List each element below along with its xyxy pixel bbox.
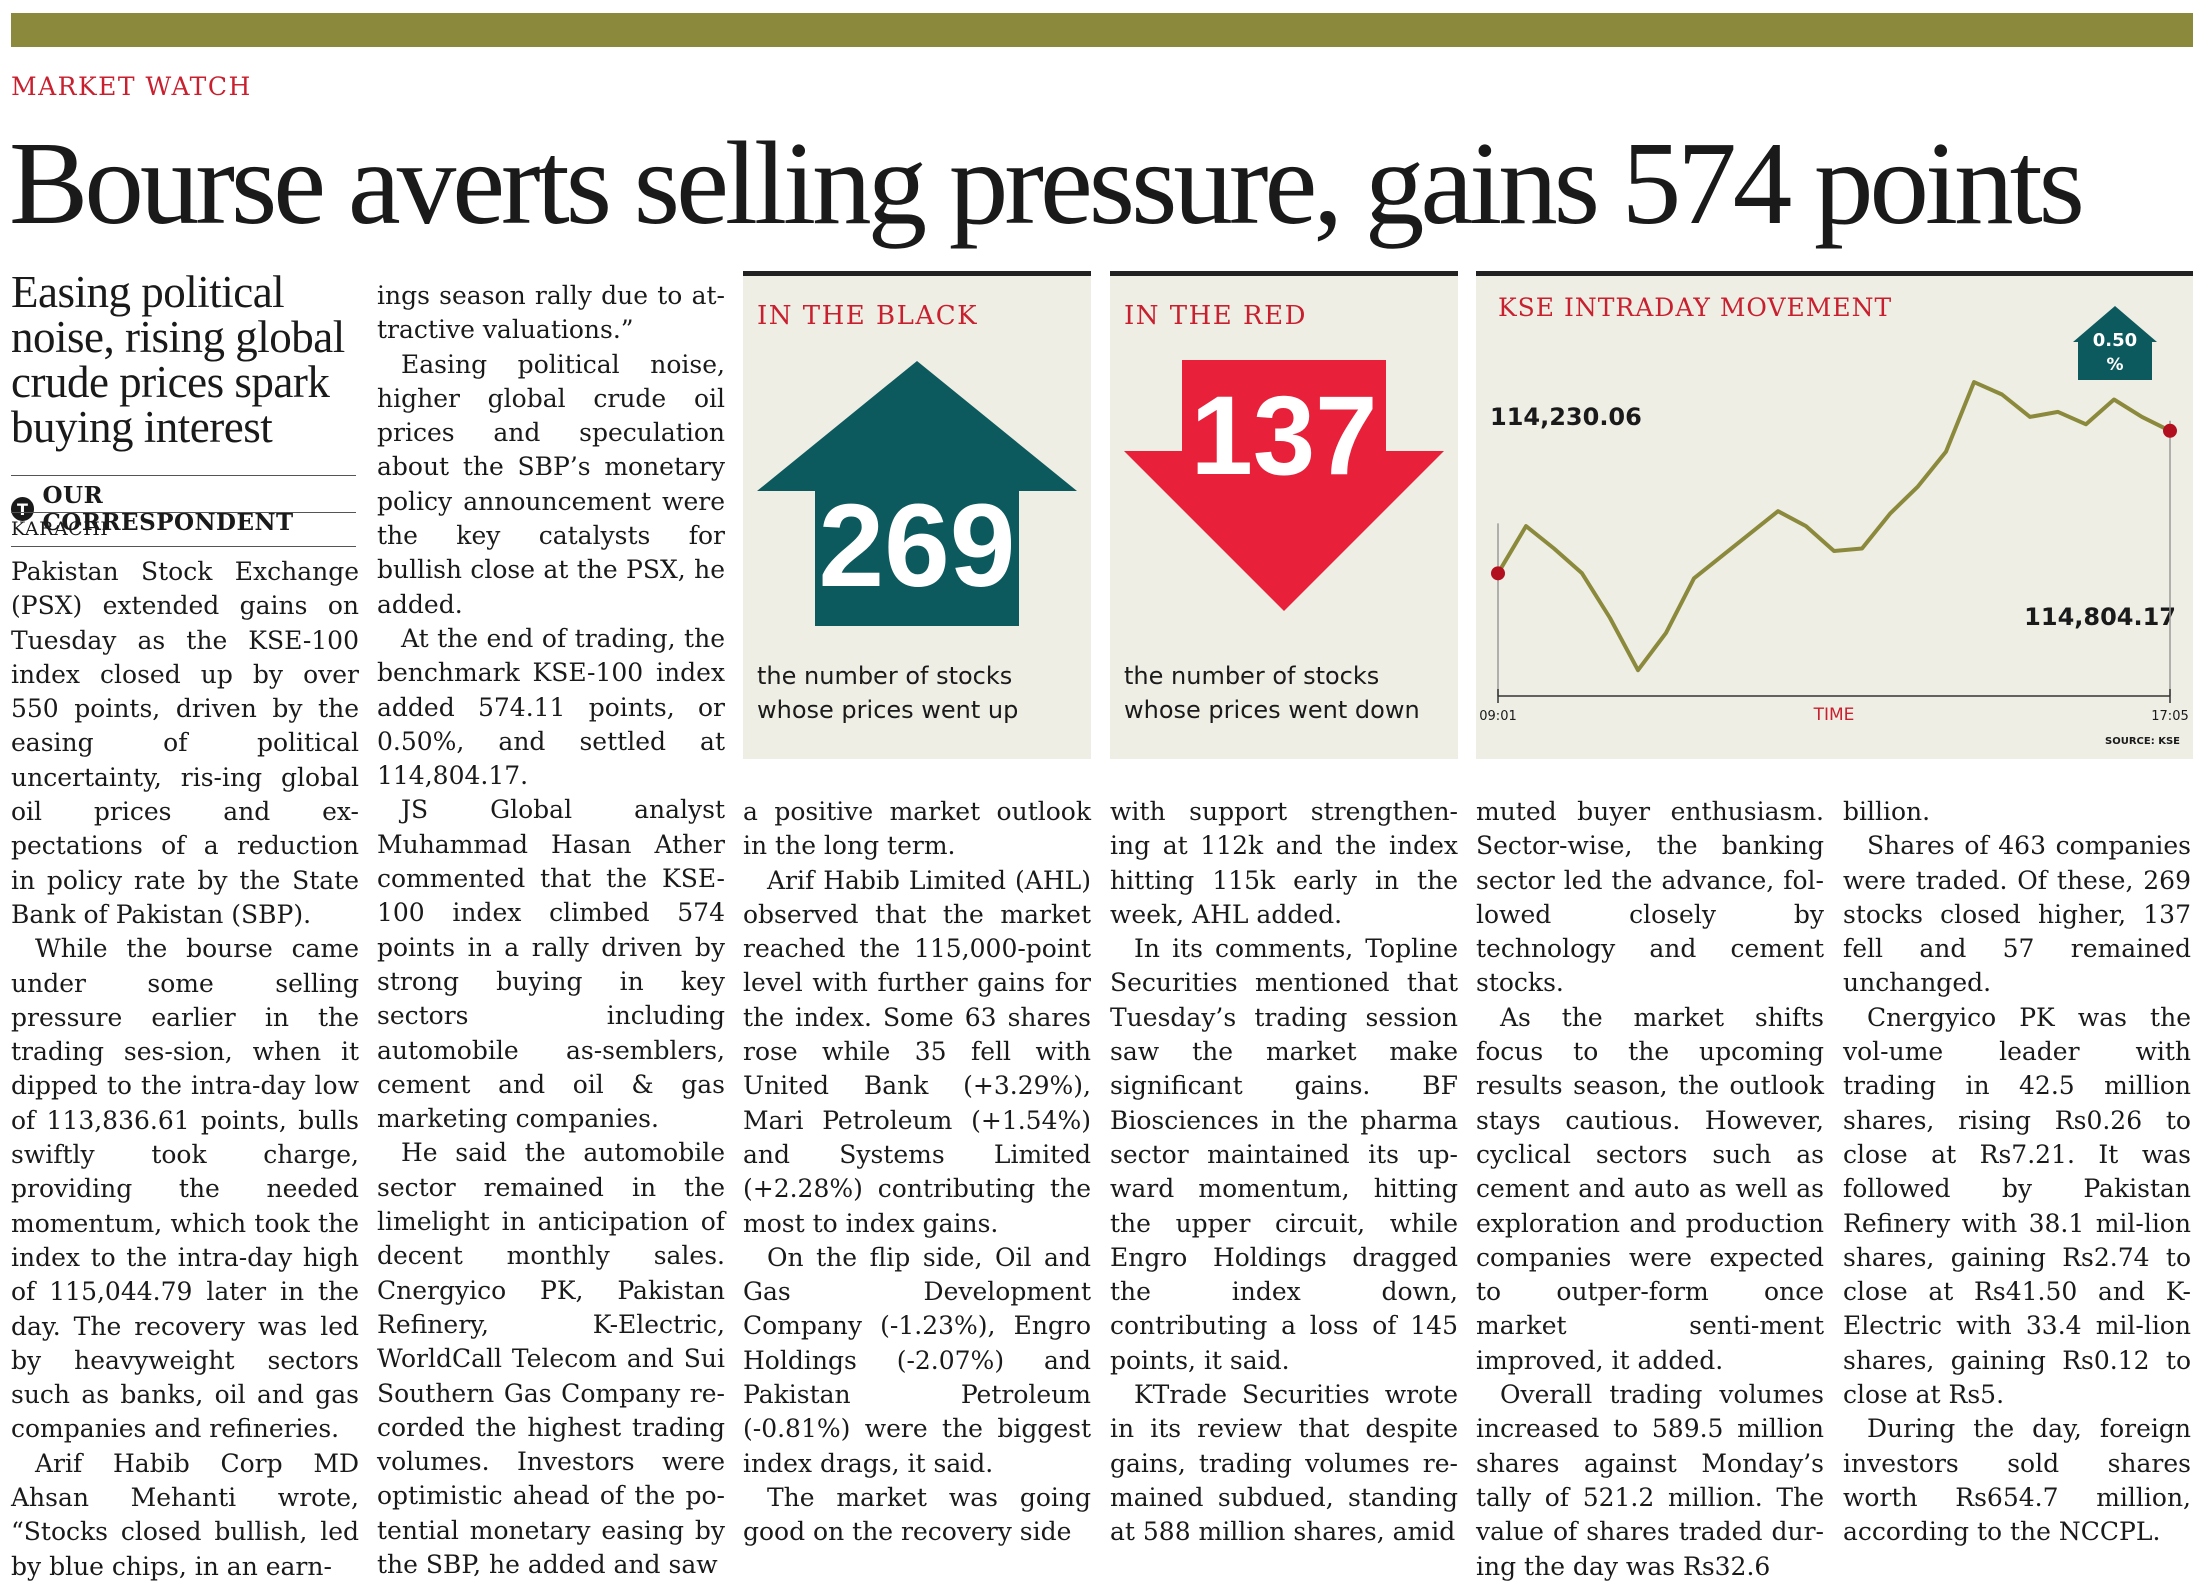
top-color-bar bbox=[11, 13, 2193, 47]
down-arrow-graphic: 137 bbox=[1124, 360, 1444, 611]
article-paragraph: Shares of 463 companies were traded. Of … bbox=[1843, 831, 2191, 998]
article-paragraph: During the day, foreign investors sold s… bbox=[1843, 1414, 2191, 1547]
in-the-red-panel: IN THE RED 137 the number of stocks whos… bbox=[1110, 271, 1458, 759]
article-paragraph: JS Global analyst Muhammad Hasan Ather c… bbox=[377, 795, 725, 1134]
down-arrow-icon bbox=[1124, 360, 1444, 611]
article-paragraph: Pakistan Stock Exchange (PSX) extended g… bbox=[11, 557, 359, 929]
article-column-2: ings season rally due to at-tractive val… bbox=[377, 279, 725, 1582]
publication-logo-icon: T bbox=[11, 497, 35, 521]
in-the-red-caption: the number of stocks whose prices went d… bbox=[1124, 659, 1444, 727]
article-paragraph: Cnergyico PK was the vol-ume leader with… bbox=[1843, 1002, 2191, 1410]
article-paragraph: muted buyer enthusiasm. Sector-wise, the… bbox=[1476, 797, 1824, 998]
article-paragraph: KTrade Securities wrote in its review th… bbox=[1110, 1380, 1458, 1547]
deck: Easing political noise, rising global cr… bbox=[11, 267, 345, 452]
open-marker bbox=[1491, 566, 1505, 581]
in-the-black-panel: IN THE BLACK 269 the number of stocks wh… bbox=[743, 271, 1091, 759]
x-tick-label-start: 09:01 bbox=[1479, 709, 1516, 724]
in-the-black-title: IN THE BLACK bbox=[757, 301, 979, 331]
article-column-1: Pakistan Stock Exchange (PSX) extended g… bbox=[11, 555, 359, 1584]
badge-value: 0.50 bbox=[2093, 330, 2137, 351]
dateline: KARACHI bbox=[11, 518, 109, 540]
open-value-label: 114,230.06 bbox=[1490, 403, 1642, 431]
byline-rule-bottom bbox=[11, 546, 356, 547]
article-paragraph: While the bourse came under some selling… bbox=[11, 934, 359, 1444]
article-paragraph: He said the automobile sector remained i… bbox=[377, 1138, 725, 1579]
in-the-black-caption: the number of stocks whose prices went u… bbox=[757, 659, 1077, 727]
change-badge: 0.50 % bbox=[2073, 306, 2157, 380]
stocks-up-count: 269 bbox=[819, 480, 1016, 612]
byline-text: OUR CORRESPONDENT bbox=[42, 482, 294, 536]
article-paragraph: In its comments, Topline Securities ment… bbox=[1110, 934, 1458, 1375]
in-the-black-caption-line-1: the number of stocks bbox=[757, 662, 1013, 690]
in-the-red-caption-line-1: the number of stocks bbox=[1124, 662, 1380, 690]
in-the-red-caption-line-2: whose prices went down bbox=[1124, 696, 1420, 724]
byline-rule-top bbox=[11, 475, 356, 476]
up-arrow-icon bbox=[757, 361, 1077, 626]
article-paragraph: At the end of trading, the benchmark KSE… bbox=[377, 623, 725, 791]
x-tick-label-end: 17:05 bbox=[2151, 709, 2188, 724]
byline: T OUR CORRESPONDENT bbox=[11, 482, 356, 536]
stocks-down-count: 137 bbox=[1191, 373, 1378, 498]
article-paragraph: The market was going good on the recover… bbox=[743, 1482, 1091, 1547]
article-paragraph: On the flip side, Oil and Gas Developmen… bbox=[743, 1242, 1091, 1478]
kse-intraday-panel: KSE INTRADAY MOVEMENT 0.50 % 114,230.06 … bbox=[1476, 271, 2193, 759]
section-label: MARKET WATCH bbox=[11, 72, 252, 101]
byline-rule-middle bbox=[11, 512, 356, 513]
kse-series-line bbox=[1496, 380, 2171, 673]
article-paragraph: a positive market outlook in the long te… bbox=[743, 797, 1091, 861]
article-paragraph: Overall trading volumes increased to 589… bbox=[1476, 1380, 1824, 1581]
badge-up-arrow-icon bbox=[2073, 306, 2157, 380]
article-paragraph: Easing political noise, higher global cr… bbox=[377, 349, 725, 619]
article-column-5: muted buyer enthusiasm. Sector-wise, the… bbox=[1476, 795, 1824, 1584]
article-column-3: a positive market outlook in the long te… bbox=[743, 795, 1091, 1550]
article-paragraph: with support strengthen-ing at 112k and … bbox=[1110, 797, 1458, 929]
in-the-red-title: IN THE RED bbox=[1124, 301, 1307, 331]
in-the-black-caption-line-2: whose prices went up bbox=[757, 696, 1019, 724]
article-paragraph: ings season rally due to at-tractive val… bbox=[377, 281, 725, 345]
badge-unit: % bbox=[2106, 355, 2123, 375]
up-arrow-graphic: 269 bbox=[757, 361, 1077, 626]
article-column-6: billion. Shares of 463 companies were tra… bbox=[1843, 795, 2191, 1550]
chart-source: SOURCE: KSE bbox=[2105, 736, 2180, 747]
article-column-4: with support strengthen-ing at 112k and … bbox=[1110, 795, 1458, 1550]
close-marker bbox=[2163, 423, 2177, 438]
article-paragraph: Arif Habib Corp MD Ahsan Mehanti wrote, … bbox=[11, 1448, 359, 1581]
article-paragraph: Arif Habib Limited (AHL) observed that t… bbox=[743, 865, 1091, 1238]
kse-intraday-chart: KSE INTRADAY MOVEMENT 0.50 % 114,230.06 … bbox=[1479, 293, 2188, 747]
headline: Bourse averts selling pressure, gains 57… bbox=[9, 117, 2085, 249]
article-paragraph: billion. bbox=[1843, 797, 1931, 826]
close-value-label: 114,804.17 bbox=[2024, 603, 2176, 631]
article-paragraph: As the market shifts focus to the upcomi… bbox=[1476, 1002, 1824, 1375]
x-axis-label: TIME bbox=[1813, 705, 1855, 725]
chart-title: KSE INTRADAY MOVEMENT bbox=[1498, 293, 1892, 322]
